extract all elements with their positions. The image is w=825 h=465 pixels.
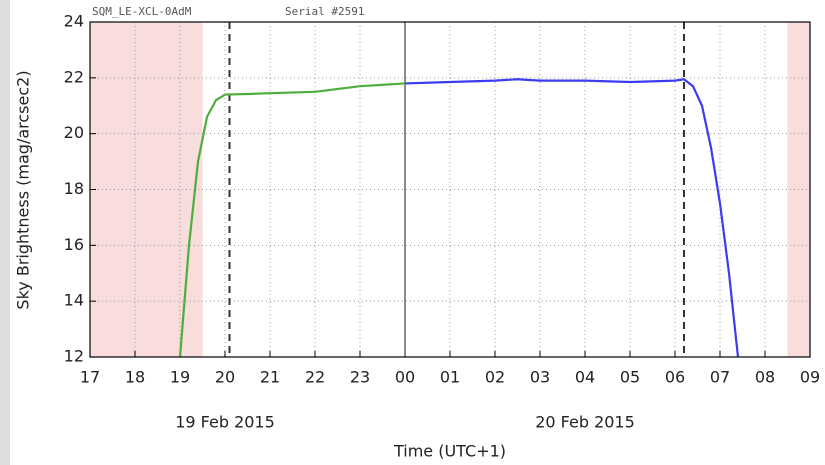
x-tick-label: 08 [755,368,775,387]
x-axis-title: Time (UTC+1) [393,442,506,461]
y-tick-label: 22 [64,67,84,86]
y-tick-label: 24 [64,12,84,31]
x-tick-label: 18 [125,368,145,387]
serial-label: Serial #2591 [285,5,364,18]
y-tick-label: 20 [64,123,84,142]
y-tick-label: 16 [64,235,84,254]
x-tick-label: 23 [350,368,370,387]
data-line [404,78,740,358]
x-tick-label: 00 [395,368,415,387]
plot-frame [89,21,811,358]
x-tick-label: 04 [575,368,595,387]
y-tick-label: 18 [64,179,84,198]
y-tick-label: 14 [64,291,84,310]
left-strip [0,0,10,465]
device-label: SQM_LE-XCL-0AdM [92,5,192,18]
x-tick-label: 19 [170,368,190,387]
date-label: 20 Feb 2015 [535,413,635,432]
data-line [178,82,406,358]
y-tick-label: 12 [64,347,84,366]
x-tick-label: 20 [215,368,235,387]
x-tick-label: 06 [665,368,685,387]
x-tick-label: 17 [80,368,100,387]
x-tick-label: 02 [485,368,505,387]
x-tick-label: 03 [530,368,550,387]
x-tick-label: 01 [440,368,460,387]
x-tick-label: 21 [260,368,280,387]
x-tick-label: 07 [710,368,730,387]
date-label: 19 Feb 2015 [175,413,275,432]
x-tick-label: 05 [620,368,640,387]
x-tick-label: 09 [800,368,820,387]
y-axis-title: Sky Brightness (mag/arcsec2) [14,70,33,309]
x-tick-label: 22 [305,368,325,387]
